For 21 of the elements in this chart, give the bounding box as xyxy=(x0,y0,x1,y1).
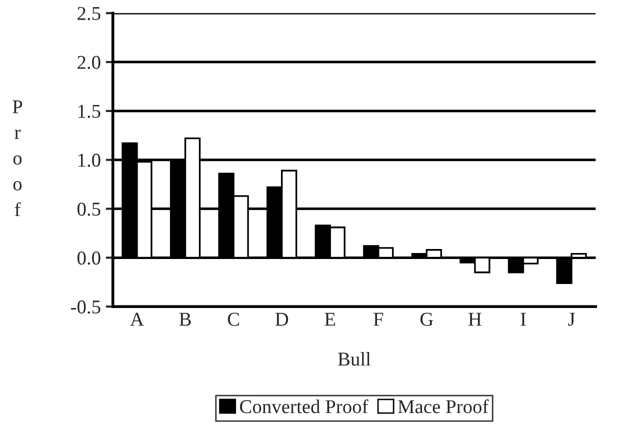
y-tick-label: 1.5 xyxy=(78,104,100,118)
legend-label: Converted Proof xyxy=(240,399,368,414)
y-tick-label: 2.0 xyxy=(78,56,100,70)
x-tick-label: B xyxy=(179,312,191,326)
y-tick-label: 1.0 xyxy=(78,154,100,167)
x-tick-label: H xyxy=(468,312,482,326)
y-tick-label: 0.5 xyxy=(77,202,100,216)
legend-label: Mace Proof xyxy=(398,399,489,414)
x-tick-label: A xyxy=(130,312,144,326)
x-tick-label: J xyxy=(568,312,575,326)
x-tick-label: G xyxy=(420,312,434,326)
x-axis-title: Bull xyxy=(338,352,371,366)
x-tick-label: I xyxy=(520,312,526,326)
y-tick-label: 2.5 xyxy=(78,7,100,20)
y-tick-label: -0.5 xyxy=(71,300,100,314)
x-tick-label: D xyxy=(275,312,288,326)
y-tick-label: 0.0 xyxy=(77,252,100,265)
x-tick-label: E xyxy=(324,312,336,326)
x-tick-label: C xyxy=(228,312,239,326)
y-axis-title: Proof xyxy=(12,100,22,216)
x-tick-label: F xyxy=(374,312,384,326)
